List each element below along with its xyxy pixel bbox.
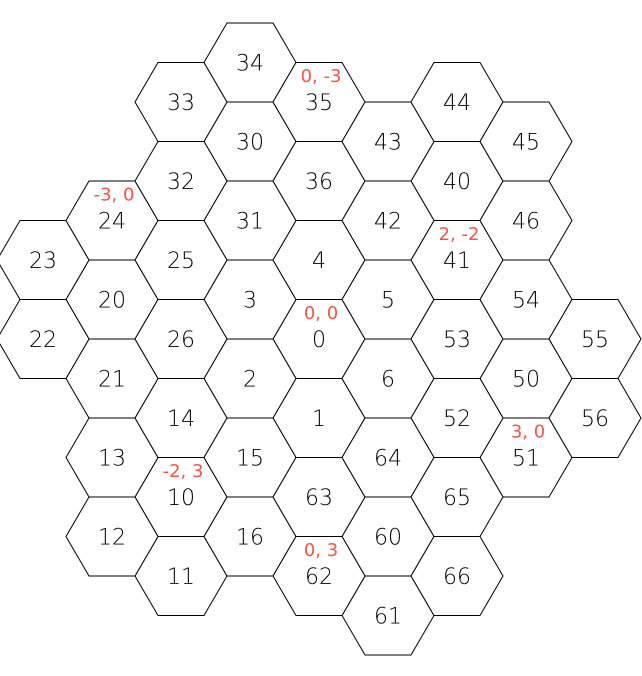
hex-cell-32: 32 <box>134 141 228 221</box>
hex-cell-12: 12 <box>65 496 159 577</box>
hex-number-label: 22 <box>29 328 57 353</box>
hex-cell-34: 34 <box>203 22 297 103</box>
hex-number-label: 2 <box>243 368 257 393</box>
hex-number-label: 65 <box>443 486 471 511</box>
hex-number-label: 25 <box>167 249 195 274</box>
hex-number-label: 26 <box>167 328 195 353</box>
hex-cell-42: 42 <box>341 180 435 261</box>
hex-cell-11: 11 <box>134 536 228 616</box>
hex-number-label: 50 <box>512 368 540 393</box>
axial-coordinate-label: -2, 3 <box>163 461 204 482</box>
coordinate-labels: 0, -3 -3, 0 2, -2 0, 0 3, 0 -2, 3 0, 3 <box>94 66 546 561</box>
hex-number-label: 1 <box>312 407 326 432</box>
hex-number-label: 4 <box>312 249 326 274</box>
hex-number-label: 52 <box>443 407 471 432</box>
hex-number-label: 5 <box>381 289 395 314</box>
axial-coordinate-label: 2, -2 <box>439 224 480 245</box>
axial-coordinate-label: 0, 0 <box>304 303 338 324</box>
hex-cell-26: 26 <box>134 299 228 379</box>
hex-number-label: 54 <box>512 289 540 314</box>
hex-number-label: 66 <box>443 565 471 590</box>
hex-cell-66: 66 <box>410 536 504 616</box>
hex-cell-45: 45 <box>479 101 573 182</box>
hex-number-label: 15 <box>236 447 264 472</box>
hex-number-label: 61 <box>374 605 402 630</box>
hex-cells: 0123456101112131415162021222324252630313… <box>0 22 642 656</box>
hex-number-label: 41 <box>443 249 471 274</box>
hex-cell-55: 55 <box>548 299 642 379</box>
hex-cell-40: 40 <box>410 141 504 221</box>
hex-number-label: 10 <box>167 486 195 511</box>
axial-coordinate-label: 3, 0 <box>511 422 545 443</box>
hex-cell-52: 52 <box>410 378 504 458</box>
hex-number-label: 53 <box>443 328 471 353</box>
hex-cell-13: 13 <box>65 417 159 498</box>
hex-number-label: 13 <box>98 447 126 472</box>
axial-coordinate-label: 0, 3 <box>304 540 338 561</box>
hex-number-label: 40 <box>443 170 471 195</box>
hex-number-label: 0 <box>312 328 326 353</box>
hex-number-label: 30 <box>236 131 264 156</box>
hex-number-label: 35 <box>305 91 333 116</box>
hex-number-label: 44 <box>443 91 471 116</box>
hex-number-label: 24 <box>98 210 126 235</box>
hex-cell-36: 36 <box>272 141 366 221</box>
hex-cell-62: 62 <box>272 536 366 616</box>
hex-cell-60: 60 <box>341 496 435 577</box>
hex-number-label: 23 <box>29 249 57 274</box>
hex-number-label: 34 <box>236 52 264 77</box>
hex-cell-44: 44 <box>410 62 504 142</box>
hex-cell-56: 56 <box>548 378 642 458</box>
hex-cell-54: 54 <box>479 259 573 340</box>
hex-shape <box>548 378 642 458</box>
hex-number-label: 55 <box>581 328 609 353</box>
hex-cell-63: 63 <box>272 457 366 537</box>
hex-number-label: 45 <box>512 131 540 156</box>
hex-cell-16: 16 <box>203 496 297 577</box>
hex-number-label: 60 <box>374 526 402 551</box>
axial-coordinate-label: 0, -3 <box>301 66 342 87</box>
hex-number-label: 20 <box>98 289 126 314</box>
hex-number-label: 16 <box>236 526 264 551</box>
hex-number-label: 36 <box>305 170 333 195</box>
axial-coordinate-label: -3, 0 <box>94 185 135 206</box>
hex-cell-25: 25 <box>134 220 228 300</box>
hex-cell-33: 33 <box>134 62 228 142</box>
hex-number-label: 6 <box>381 368 395 393</box>
hex-shape <box>134 299 228 379</box>
hex-number-label: 12 <box>98 526 126 551</box>
hex-number-label: 3 <box>243 289 257 314</box>
hex-number-label: 32 <box>167 170 195 195</box>
hex-cell-14: 14 <box>134 378 228 458</box>
hex-number-label: 56 <box>581 407 609 432</box>
hex-number-label: 51 <box>512 447 540 472</box>
hex-number-label: 62 <box>305 565 333 590</box>
hex-number-label: 63 <box>305 486 333 511</box>
hex-cell-35: 35 <box>272 62 366 142</box>
hex-cell-46: 46 <box>479 180 573 261</box>
hex-number-label: 31 <box>236 210 264 235</box>
hex-number-label: 21 <box>98 368 126 393</box>
hex-number-label: 14 <box>167 407 195 432</box>
hex-cell-4: 4 <box>272 220 366 300</box>
hex-cell-24: 24 <box>65 180 159 261</box>
hex-cell-41: 41 <box>410 220 504 300</box>
hex-number-label: 33 <box>167 91 195 116</box>
hex-cell-53: 53 <box>410 299 504 379</box>
hex-cell-64: 64 <box>341 417 435 498</box>
hex-number-label: 11 <box>167 565 195 590</box>
hex-number-label: 42 <box>374 210 402 235</box>
hex-cell-51: 51 <box>479 417 573 498</box>
hex-shape <box>410 536 504 616</box>
hex-number-label: 43 <box>374 131 402 156</box>
hex-cell-65: 65 <box>410 457 504 537</box>
hex-number-label: 64 <box>374 447 402 472</box>
hex-number-label: 46 <box>512 210 540 235</box>
